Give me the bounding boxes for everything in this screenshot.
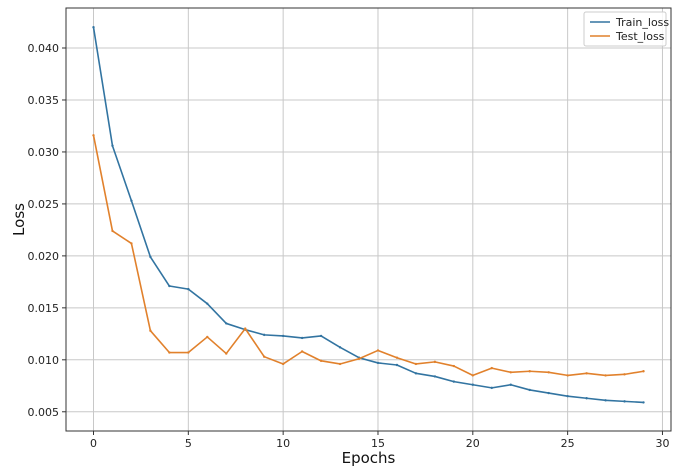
data-point	[206, 302, 209, 305]
data-point	[566, 374, 569, 377]
data-point	[281, 334, 285, 338]
y-axis-ticks: 0.005 0.010 0.015 0.020 0.025 0.030 0.035 0.040	[28, 42, 66, 419]
data-point	[547, 391, 550, 395]
data-point	[92, 26, 95, 29]
data-point	[244, 327, 247, 330]
x-tick-label: 30	[655, 437, 669, 450]
data-point	[395, 356, 399, 359]
x-tick-label: 25	[561, 437, 575, 450]
data-point	[187, 287, 190, 291]
data-point	[149, 255, 152, 259]
x-tick-label: 5	[185, 437, 192, 450]
data-point	[509, 371, 512, 374]
data-point	[130, 242, 133, 245]
data-point	[168, 351, 171, 354]
x-tick-label: 0	[90, 437, 97, 450]
data-point	[130, 199, 133, 202]
y-tick-label: 0.040	[28, 42, 60, 55]
data-point	[490, 366, 493, 370]
data-point	[471, 374, 475, 377]
y-tick-label: 0.010	[28, 354, 60, 367]
data-point	[414, 372, 418, 375]
series-test-loss	[92, 134, 645, 377]
data-point	[433, 360, 437, 364]
data-point	[206, 335, 209, 339]
data-point	[452, 380, 456, 383]
data-point	[111, 229, 114, 233]
series-layer	[92, 26, 645, 404]
data-point	[604, 374, 607, 377]
data-point	[319, 334, 323, 338]
y-tick-label: 0.030	[28, 146, 60, 159]
data-point	[490, 386, 493, 390]
data-point	[338, 362, 342, 366]
data-point	[566, 394, 569, 398]
series-line	[92, 135, 644, 377]
x-axis-ticks: 0 5 10 15 20 25 30	[90, 431, 669, 450]
series-line	[92, 27, 644, 404]
data-point	[471, 383, 475, 386]
data-point	[433, 375, 437, 378]
plot-frame	[65, 7, 672, 432]
x-axis-label: Epochs	[342, 449, 396, 467]
data-point	[281, 362, 285, 366]
data-point	[300, 336, 304, 340]
legend-label: Train_loss	[615, 16, 669, 29]
legend-box	[583, 11, 667, 47]
data-point	[92, 134, 95, 137]
data-point	[623, 373, 626, 376]
data-point	[585, 372, 588, 375]
data-point	[225, 352, 228, 355]
y-tick-label: 0.005	[28, 406, 60, 419]
x-tick-label: 15	[371, 437, 385, 450]
data-point	[376, 349, 380, 352]
data-point	[319, 359, 323, 363]
data-point	[111, 144, 114, 147]
legend-label: Test_loss	[615, 30, 665, 43]
data-point	[585, 397, 588, 400]
series-train-loss	[92, 26, 645, 404]
y-tick-label: 0.015	[28, 302, 60, 315]
grid	[66, 8, 671, 431]
data-point	[395, 363, 399, 367]
data-point	[547, 371, 550, 374]
data-point	[604, 399, 607, 402]
data-point	[168, 284, 171, 288]
data-point	[376, 361, 380, 365]
data-point	[509, 383, 512, 386]
data-point	[225, 322, 228, 325]
y-tick-label: 0.020	[28, 250, 60, 263]
data-point	[300, 350, 304, 353]
data-point	[187, 351, 190, 354]
y-tick-label: 0.025	[28, 198, 60, 211]
data-point	[642, 370, 645, 373]
data-point	[623, 400, 626, 403]
data-point	[452, 364, 456, 368]
data-point	[414, 362, 418, 366]
data-point	[149, 329, 152, 332]
x-tick-label: 10	[276, 437, 290, 450]
data-point	[528, 388, 531, 392]
data-point	[262, 355, 266, 358]
data-point	[528, 370, 531, 373]
data-point	[642, 401, 645, 404]
data-point	[357, 357, 361, 360]
y-axis-label: Loss	[10, 203, 28, 236]
data-point	[338, 346, 342, 349]
data-point	[262, 333, 266, 337]
x-tick-label: 20	[466, 437, 480, 450]
plot-area	[66, 8, 671, 431]
y-tick-label: 0.035	[28, 94, 60, 107]
